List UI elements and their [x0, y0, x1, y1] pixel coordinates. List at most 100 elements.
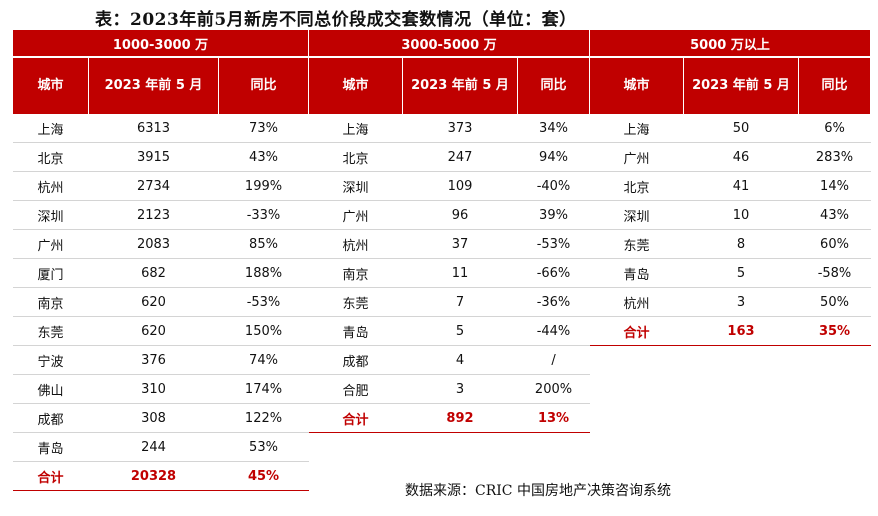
table-row: 东莞 8 60% [589, 229, 871, 259]
cell-yoy: 188% [218, 258, 309, 288]
cell-city: 广州 [12, 229, 89, 259]
cell-city: 厦门 [12, 258, 89, 288]
cell-city: 东莞 [12, 316, 89, 346]
cell-city: 成都 [308, 345, 403, 375]
cell-yoy: 85% [218, 229, 309, 259]
cell-yoy: 73% [218, 114, 309, 143]
cell-yoy: 283% [798, 142, 871, 172]
cell-yoy: -33% [218, 200, 309, 230]
total-value: 892 [402, 403, 518, 433]
table-row: 深圳 10 43% [589, 200, 871, 230]
cell-city: 青岛 [589, 258, 684, 288]
cell-city: 杭州 [12, 171, 89, 201]
column-header-city: 城市 [308, 57, 403, 114]
cell-value: 620 [88, 287, 219, 317]
table-block-3000-5000: 3000-5000 万 城市 2023 年前 5 月 同比 上海 373 34% 北京… [307, 30, 591, 433]
total-city: 合计 [308, 403, 403, 433]
cell-yoy: 60% [798, 229, 871, 259]
cell-city: 深圳 [12, 200, 89, 230]
cell-yoy: 43% [798, 200, 871, 230]
cell-value: 46 [683, 142, 799, 172]
cell-city: 成都 [12, 403, 89, 433]
column-header-period: 2023 年前 5 月 [88, 57, 219, 114]
group-header: 1000-3000 万 [11, 30, 310, 58]
cell-city: 东莞 [589, 229, 684, 259]
cell-value: 308 [88, 403, 219, 433]
cell-value: 2123 [88, 200, 219, 230]
cell-yoy: 174% [218, 374, 309, 404]
total-yoy: 13% [517, 403, 590, 433]
table-block-5000-plus: 5000 万以上 城市 2023 年前 5 月 同比 上海 50 6% 广州 46 283… [589, 30, 871, 346]
table-row: 青岛 244 53% [12, 432, 309, 462]
cell-value: 11 [402, 258, 518, 288]
cell-value: 3 [683, 287, 799, 317]
total-city: 合计 [589, 316, 684, 346]
cell-city: 杭州 [308, 229, 403, 259]
table-row: 深圳 2123 -33% [12, 200, 309, 230]
table-row: 厦门 682 188% [12, 258, 309, 288]
group-header: 3000-5000 万 [307, 30, 591, 58]
cell-value: 10 [683, 200, 799, 230]
table-row: 宁波 376 74% [12, 345, 309, 375]
cell-value: 4 [402, 345, 518, 375]
cell-city: 北京 [12, 142, 89, 172]
cell-value: 37 [402, 229, 518, 259]
cell-value: 3 [402, 374, 518, 404]
cell-city: 深圳 [308, 171, 403, 201]
cell-yoy: 94% [517, 142, 590, 172]
total-yoy: 45% [218, 461, 309, 491]
table-row: 成都 4/ [308, 345, 590, 375]
cell-city: 北京 [308, 142, 403, 172]
cell-value: 41 [683, 171, 799, 201]
total-value: 163 [683, 316, 799, 346]
cell-value: 2734 [88, 171, 219, 201]
cell-yoy: 74% [218, 345, 309, 375]
cell-city: 北京 [589, 171, 684, 201]
cell-value: 109 [402, 171, 518, 201]
group-header: 5000 万以上 [589, 30, 871, 58]
cell-city: 南京 [12, 287, 89, 317]
cell-yoy: -53% [517, 229, 590, 259]
cell-city: 上海 [308, 114, 403, 143]
cell-value: 373 [402, 114, 518, 143]
table-row: 广州 2083 85% [12, 229, 309, 259]
table-row: 上海 50 6% [589, 114, 871, 143]
table-title: 表：2023年前5月新房不同总价段成交套数情况（单位：套） [95, 10, 577, 30]
cell-yoy: -44% [517, 316, 590, 346]
cell-city: 上海 [589, 114, 684, 143]
total-value: 20328 [88, 461, 219, 491]
cell-yoy: -40% [517, 171, 590, 201]
total-row: 合计 20328 45% [12, 461, 309, 491]
cell-value: 7 [402, 287, 518, 317]
table-row: 上海 6313 73% [12, 114, 309, 143]
table-row: 北京 247 94% [308, 142, 590, 172]
cell-value: 50 [683, 114, 799, 143]
column-header-yoy: 同比 [516, 57, 591, 114]
cell-yoy: 150% [218, 316, 309, 346]
table-row: 东莞 7 -36% [308, 287, 590, 317]
cell-city: 南京 [308, 258, 403, 288]
cell-yoy: -36% [517, 287, 590, 317]
cell-value: 310 [88, 374, 219, 404]
cell-value: 247 [402, 142, 518, 172]
table-row: 佛山 310 174% [12, 374, 309, 404]
cell-yoy: 200% [517, 374, 590, 404]
table-row: 东莞 620 150% [12, 316, 309, 346]
column-header-yoy: 同比 [217, 57, 310, 114]
cell-value: 244 [88, 432, 219, 462]
table-row: 青岛 5 -58% [589, 258, 871, 288]
table-row: 南京 620 -53% [12, 287, 309, 317]
total-city: 合计 [12, 461, 89, 491]
cell-yoy: -58% [798, 258, 871, 288]
cell-yoy: 34% [517, 114, 590, 143]
total-row: 合计 892 13% [308, 403, 590, 433]
cell-city: 佛山 [12, 374, 89, 404]
cell-yoy: -53% [218, 287, 309, 317]
cell-city: 合肥 [308, 374, 403, 404]
cell-value: 8 [683, 229, 799, 259]
cell-value: 620 [88, 316, 219, 346]
column-header-period: 2023 年前 5 月 [683, 57, 799, 114]
cell-yoy: 43% [218, 142, 309, 172]
cell-city: 广州 [308, 200, 403, 230]
table-row: 广州 96 39% [308, 200, 590, 230]
